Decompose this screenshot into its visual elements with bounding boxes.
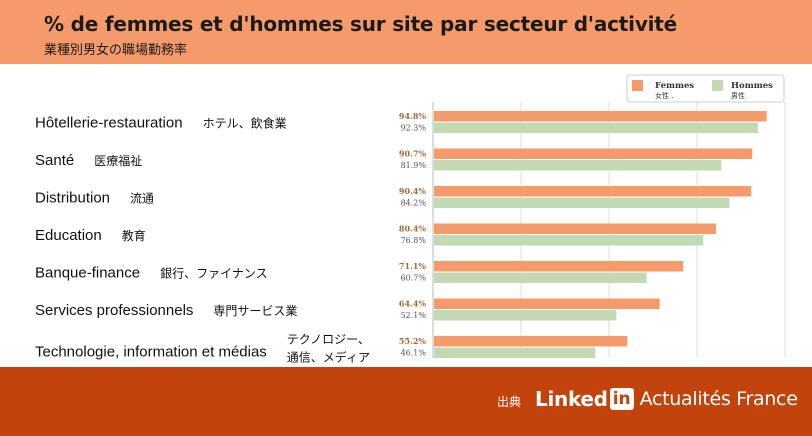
bar-hommes bbox=[434, 122, 758, 133]
bar-hommes bbox=[434, 310, 617, 321]
value-label-femmes: 71.1% bbox=[399, 261, 426, 271]
category-label-ja: 教育 bbox=[122, 228, 146, 243]
value-label-femmes: 94.8% bbox=[399, 111, 426, 121]
bar-femmes bbox=[434, 261, 684, 272]
category-label-ja: ホテル、飲食業 bbox=[203, 116, 287, 131]
value-label-femmes: 90.7% bbox=[399, 149, 426, 159]
value-label-hommes: 92.3% bbox=[401, 124, 427, 133]
bar-femmes bbox=[434, 223, 717, 234]
footer-banner bbox=[0, 367, 812, 436]
source-label: 出典 bbox=[497, 395, 522, 409]
legend-swatch-femmes bbox=[632, 80, 643, 91]
brand-linked-text: Linked bbox=[535, 387, 608, 411]
category-label-ja: 通信、メディア bbox=[287, 350, 370, 365]
category-label: Banque-finance bbox=[35, 265, 140, 282]
value-label-hommes: 81.9% bbox=[401, 161, 427, 170]
brand-product-text: Actualités France bbox=[639, 388, 798, 410]
bar-hommes bbox=[434, 235, 704, 246]
chart-subtitle: 業種別男女の職場勤務率 bbox=[44, 43, 188, 58]
bar-hommes bbox=[434, 160, 722, 171]
legend-sublabel-hommes: 男性 bbox=[731, 91, 745, 100]
value-label-hommes: 52.1% bbox=[401, 311, 427, 320]
legend-box bbox=[626, 74, 785, 103]
category-label: Technologie, information et médias bbox=[35, 344, 267, 361]
value-label-hommes: 60.7% bbox=[401, 274, 427, 283]
category-label: Santé bbox=[35, 152, 74, 169]
value-label-femmes: 55.2% bbox=[399, 336, 426, 346]
value-label-femmes: 80.4% bbox=[399, 224, 426, 234]
category-label-ja: 流通 bbox=[130, 192, 154, 206]
header-banner bbox=[0, 0, 812, 64]
linkedin-logo: Linked in Actualités France bbox=[535, 385, 798, 413]
brand-in-badge: in bbox=[609, 388, 634, 410]
category-label-ja: 医療福祉 bbox=[94, 153, 142, 168]
category-label: Education bbox=[35, 227, 102, 244]
legend-sublabel-femmes: 女性 . bbox=[655, 91, 673, 100]
bar-hommes bbox=[434, 347, 596, 358]
category-label: Services professionnels bbox=[35, 302, 193, 319]
category-label-ja: 銀行、ファイナンス bbox=[160, 267, 268, 281]
bar-femmes bbox=[434, 336, 628, 347]
bar-femmes bbox=[434, 298, 660, 309]
value-label-hommes: 76.8% bbox=[401, 236, 427, 245]
bar-hommes bbox=[434, 272, 647, 283]
category-label: Distribution bbox=[35, 190, 110, 207]
legend-label-femmes: Femmes bbox=[655, 81, 694, 91]
bar-hommes bbox=[434, 197, 730, 208]
value-label-hommes: 46.1% bbox=[401, 349, 427, 358]
value-label-femmes: 90.4% bbox=[399, 186, 426, 196]
chart-title: % de femmes et d'hommes sur site par sec… bbox=[44, 12, 678, 36]
legend-swatch-hommes bbox=[712, 80, 723, 91]
category-label: Hôtellerie-restauration bbox=[35, 115, 183, 132]
value-label-hommes: 84.2% bbox=[401, 199, 427, 208]
bar-femmes bbox=[434, 186, 752, 197]
bar-femmes bbox=[434, 148, 753, 159]
category-label-ja: 専門サービス業 bbox=[213, 304, 297, 318]
legend-label-hommes: Hommes bbox=[731, 81, 773, 91]
bar-femmes bbox=[434, 111, 767, 122]
value-label-femmes: 64.4% bbox=[399, 299, 426, 309]
category-label-ja: テクノロジー、 bbox=[287, 333, 370, 347]
